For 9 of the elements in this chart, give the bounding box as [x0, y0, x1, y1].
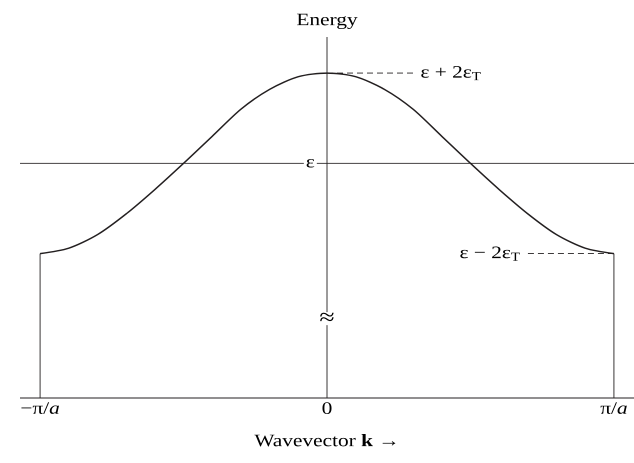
- annotation: ε: [306, 159, 314, 168]
- annotation: ε + 2ε$_{T}$: [421, 66, 481, 80]
- x-tick-label: −π/a: [21, 402, 59, 414]
- x-axis-title: Wavevector k →: [254, 434, 396, 446]
- y-axis-title: Energy: [296, 14, 358, 29]
- x-tick-label: π/a: [600, 402, 627, 414]
- x-tick-label: 0: [322, 402, 332, 414]
- annotation: ε − 2ε$_{T}$: [460, 246, 520, 261]
- text: ≈: [320, 312, 334, 322]
